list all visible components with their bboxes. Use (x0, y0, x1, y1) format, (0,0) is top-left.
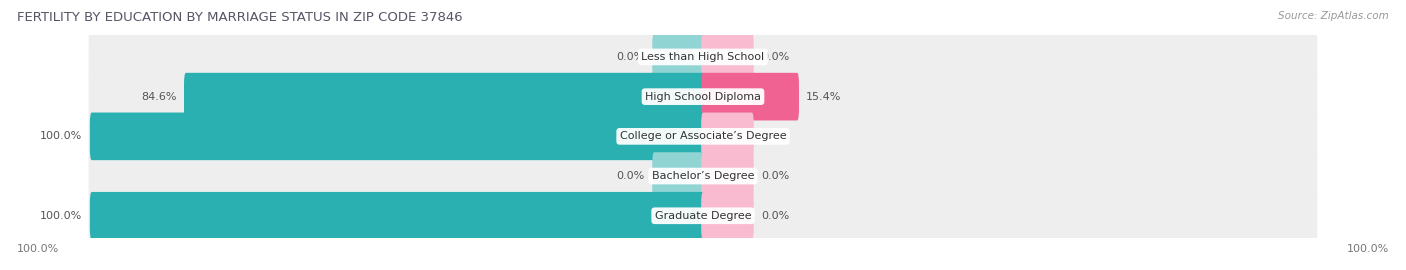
FancyBboxPatch shape (652, 152, 704, 200)
FancyBboxPatch shape (702, 113, 754, 160)
FancyBboxPatch shape (184, 73, 704, 120)
Text: 100.0%: 100.0% (41, 211, 83, 221)
FancyBboxPatch shape (89, 63, 1317, 130)
Text: High School Diploma: High School Diploma (645, 92, 761, 102)
Text: 0.0%: 0.0% (761, 131, 789, 141)
FancyBboxPatch shape (90, 113, 704, 160)
FancyBboxPatch shape (89, 142, 1317, 210)
FancyBboxPatch shape (702, 152, 754, 200)
Text: 0.0%: 0.0% (617, 171, 645, 181)
FancyBboxPatch shape (702, 73, 799, 120)
Text: Graduate Degree: Graduate Degree (655, 211, 751, 221)
Text: Less than High School: Less than High School (641, 52, 765, 62)
FancyBboxPatch shape (89, 23, 1317, 91)
Text: FERTILITY BY EDUCATION BY MARRIAGE STATUS IN ZIP CODE 37846: FERTILITY BY EDUCATION BY MARRIAGE STATU… (17, 11, 463, 24)
Text: 15.4%: 15.4% (806, 92, 842, 102)
FancyBboxPatch shape (89, 182, 1317, 249)
Text: Bachelor’s Degree: Bachelor’s Degree (652, 171, 754, 181)
Text: 84.6%: 84.6% (141, 92, 177, 102)
Text: College or Associate’s Degree: College or Associate’s Degree (620, 131, 786, 141)
FancyBboxPatch shape (702, 33, 754, 81)
Text: 100.0%: 100.0% (41, 131, 83, 141)
Text: 0.0%: 0.0% (761, 52, 789, 62)
Text: 100.0%: 100.0% (1347, 244, 1389, 254)
FancyBboxPatch shape (702, 192, 754, 239)
Text: 0.0%: 0.0% (761, 211, 789, 221)
Text: 100.0%: 100.0% (17, 244, 59, 254)
FancyBboxPatch shape (90, 192, 704, 239)
FancyBboxPatch shape (652, 33, 704, 81)
Text: 0.0%: 0.0% (761, 171, 789, 181)
FancyBboxPatch shape (89, 103, 1317, 170)
Text: Source: ZipAtlas.com: Source: ZipAtlas.com (1278, 11, 1389, 21)
Text: 0.0%: 0.0% (617, 52, 645, 62)
